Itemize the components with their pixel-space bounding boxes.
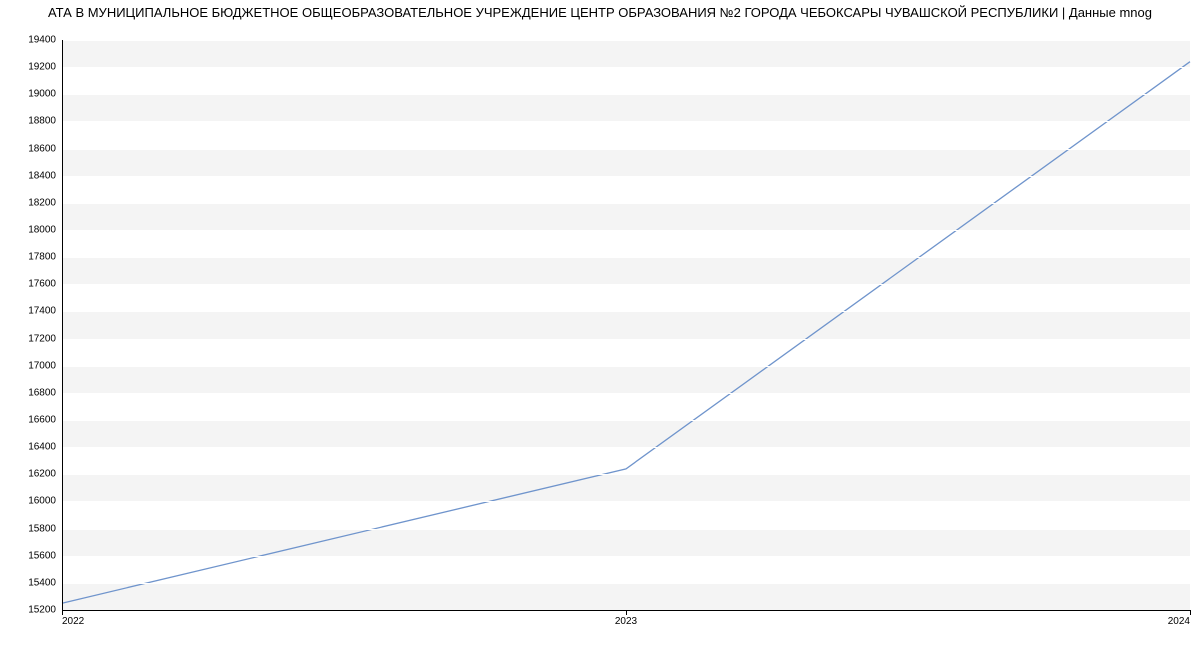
y-gridline [62, 284, 1190, 285]
y-gridline [62, 40, 1190, 41]
y-axis-label: 17800 [28, 252, 62, 263]
y-gridline [62, 474, 1190, 475]
y-axis-label: 15800 [28, 523, 62, 534]
y-axis-label: 19000 [28, 89, 62, 100]
y-axis-label: 16400 [28, 442, 62, 453]
x-axis-label: 2024 [1168, 610, 1190, 627]
x-axis-label: 2023 [615, 610, 637, 627]
y-gridline [62, 149, 1190, 150]
y-axis-label: 19400 [28, 35, 62, 46]
y-gridline [62, 366, 1190, 367]
y-gridline [62, 121, 1190, 122]
y-axis-label: 18600 [28, 143, 62, 154]
y-gridline [62, 583, 1190, 584]
y-gridline [62, 176, 1190, 177]
y-axis-label: 17600 [28, 279, 62, 290]
y-gridline [62, 311, 1190, 312]
y-axis-label: 16000 [28, 496, 62, 507]
y-axis-label: 18000 [28, 225, 62, 236]
y-axis-label: 15200 [28, 605, 62, 616]
y-gridline [62, 67, 1190, 68]
line-series [62, 40, 1190, 610]
y-axis-label: 17200 [28, 333, 62, 344]
y-gridline [62, 203, 1190, 204]
y-gridline [62, 447, 1190, 448]
x-tick [1190, 610, 1191, 615]
y-gridline [62, 94, 1190, 95]
x-axis-label: 2022 [62, 610, 84, 627]
y-axis-label: 18800 [28, 116, 62, 127]
chart-container: 15200 15400 15600 15800 16000 16200 16400 16600… [0, 22, 1200, 639]
y-axis-label: 17400 [28, 306, 62, 317]
y-gridline [62, 230, 1190, 231]
plot-area: 1520015400156001580016000162001640016600… [62, 40, 1190, 610]
y-axis-label: 17000 [28, 360, 62, 371]
y-axis-label: 16200 [28, 469, 62, 480]
y-gridline [62, 257, 1190, 258]
y-gridline [62, 501, 1190, 502]
y-gridline [62, 556, 1190, 557]
y-gridline [62, 393, 1190, 394]
chart-title: АТА В МУНИЦИПАЛЬНОЕ БЮДЖЕТНОЕ ОБЩЕОБРАЗО… [0, 0, 1200, 22]
y-axis-label: 18400 [28, 170, 62, 181]
y-axis-label: 18200 [28, 197, 62, 208]
y-axis-label: 15400 [28, 577, 62, 588]
y-gridline [62, 420, 1190, 421]
y-axis-label: 16800 [28, 387, 62, 398]
y-axis-label: 16600 [28, 415, 62, 426]
y-axis-label: 19200 [28, 62, 62, 73]
y-axis-label: 15600 [28, 550, 62, 561]
y-axis [62, 40, 63, 610]
y-gridline [62, 339, 1190, 340]
y-gridline [62, 529, 1190, 530]
